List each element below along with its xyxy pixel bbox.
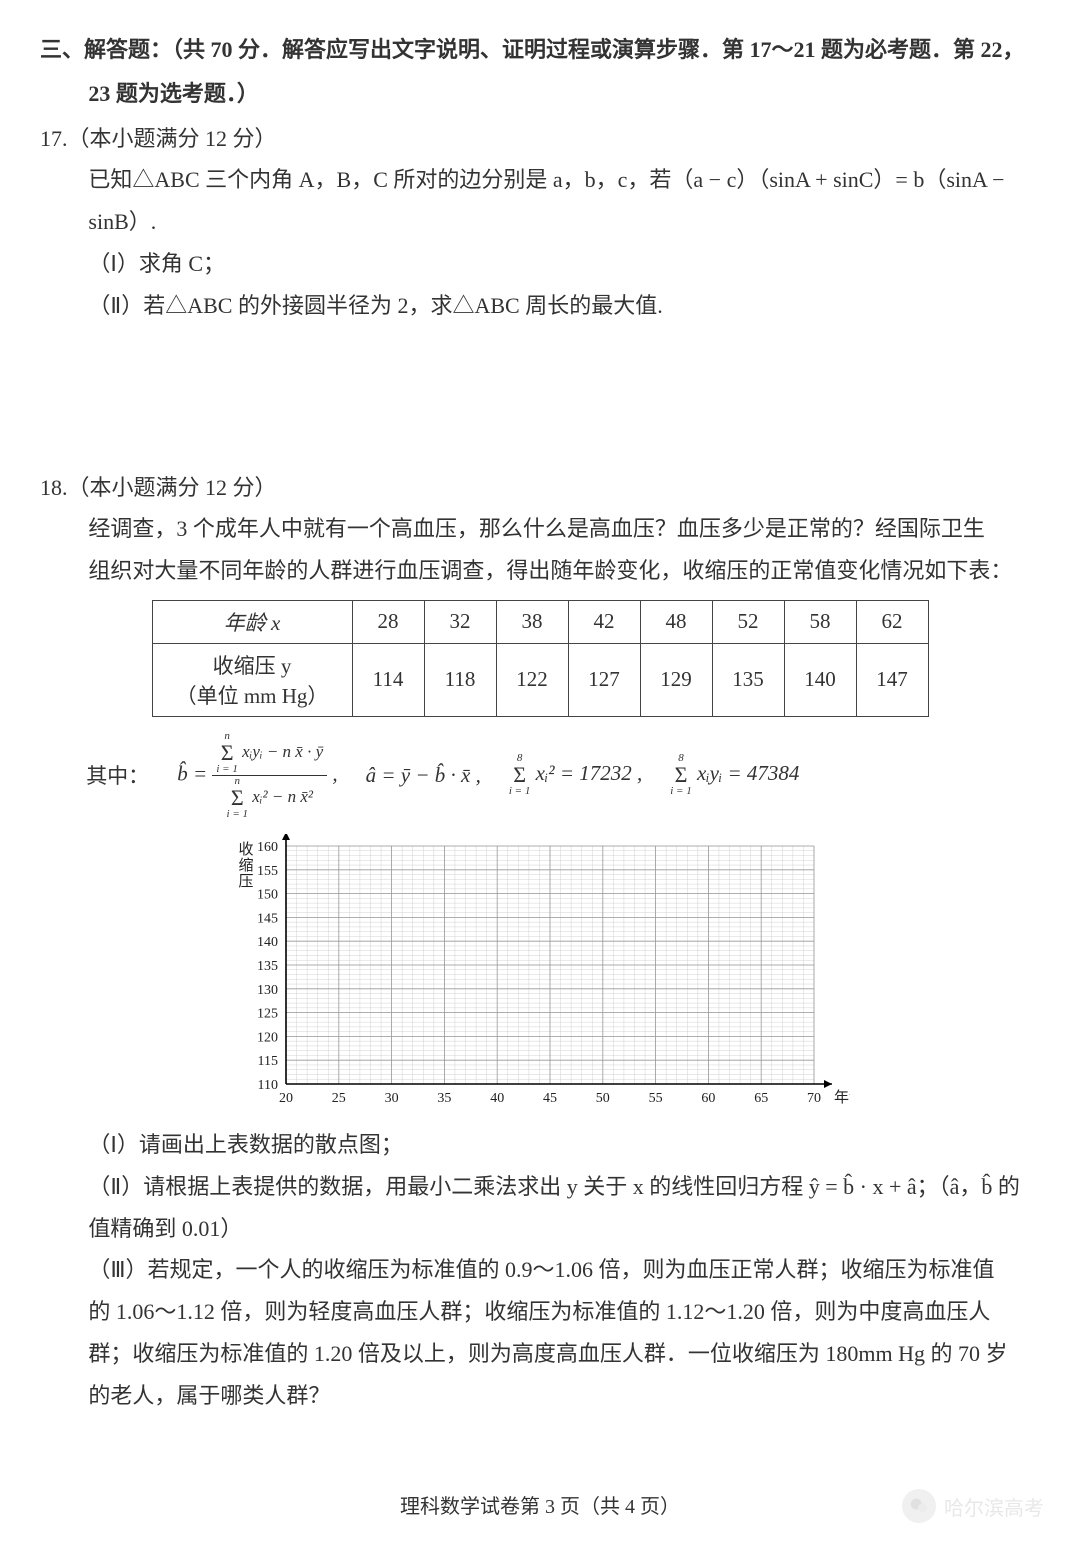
cell: 28 xyxy=(352,600,424,643)
svg-text:150: 150 xyxy=(257,888,278,903)
cell: 42 xyxy=(568,600,640,643)
bhat: b̂ = nΣi = 1 xᵢyᵢ − n x̄ · ȳ nΣi = 1 xᵢ²… xyxy=(177,731,337,820)
cell: 62 xyxy=(856,600,928,643)
q18-p3b: 值精确到 0.01） xyxy=(40,1208,1040,1250)
q17-number: 17.（本小题满分 12 分） xyxy=(40,118,1040,160)
row1-label: 年龄 x xyxy=(152,600,352,643)
q18-table: 年龄 x 28 32 38 42 48 52 58 62 收缩压 y （单位 m… xyxy=(152,600,929,717)
formula-prefix: 其中： xyxy=(86,760,149,790)
wechat-icon xyxy=(902,1489,936,1523)
q18-chart: 20 25 30 35 40 45 50 55 60 65 70 110 115 120 125 130 135… xyxy=(40,834,1040,1114)
svg-text:145: 145 xyxy=(257,911,278,926)
table-row: 年龄 x 28 32 38 42 48 52 58 62 xyxy=(152,600,928,643)
cell: 118 xyxy=(424,643,496,716)
svg-text:年龄: 年龄 xyxy=(834,1089,850,1106)
q18-p4c: 群；收缩压为标准值的 1.20 倍及以上，则为高度高血压人群．一位收缩压为 18… xyxy=(40,1333,1040,1375)
svg-text:缩: 缩 xyxy=(238,857,253,874)
cell: 127 xyxy=(568,643,640,716)
q18-number: 18.（本小题满分 12 分） xyxy=(40,467,1040,509)
svg-text:130: 130 xyxy=(257,983,278,998)
svg-text:155: 155 xyxy=(257,864,278,879)
section-header-line1: 三、解答题：（共 70 分．解答应写出文字说明、证明过程或演算步骤．第 17～2… xyxy=(40,30,1040,70)
cell: 38 xyxy=(496,600,568,643)
cell: 48 xyxy=(640,600,712,643)
table-row: 收缩压 y （单位 mm Hg） 114 118 122 127 129 135… xyxy=(152,643,928,716)
svg-text:65: 65 xyxy=(754,1091,768,1106)
q17-p1: 已知△ABC 三个内角 A，B，C 所对的边分别是 a，b，c，若（a − c）… xyxy=(40,159,1040,243)
svg-text:70: 70 xyxy=(807,1091,821,1106)
cell: 140 xyxy=(784,643,856,716)
svg-text:140: 140 xyxy=(257,935,278,950)
section-header-line2: 23 题为选考题．） xyxy=(40,76,1040,108)
cell: 147 xyxy=(856,643,928,716)
q18-p4: （Ⅲ）若规定，一个人的收缩压为标准值的 0.9～1.06 倍，则为血压正常人群；… xyxy=(40,1249,1040,1291)
svg-text:20: 20 xyxy=(279,1091,293,1106)
svg-text:35: 35 xyxy=(437,1091,451,1106)
svg-text:55: 55 xyxy=(649,1091,663,1106)
cell: 52 xyxy=(712,600,784,643)
q18-p4d: 的老人，属于哪类人群？ xyxy=(40,1375,1040,1417)
sum-xy: 8Σi = 1 xᵢyᵢ = 47384 xyxy=(670,753,799,797)
cell: 32 xyxy=(424,600,496,643)
svg-text:50: 50 xyxy=(596,1091,610,1106)
svg-text:160: 160 xyxy=(257,840,278,855)
cell: 114 xyxy=(352,643,424,716)
q18-p1b: 组织对大量不同年龄的人群进行血压调查，得出随年龄变化，收缩压的正常值变化情况如下… xyxy=(40,550,1040,592)
watermark-text: 哈尔滨高考 xyxy=(944,1492,1044,1521)
q18-p2: （Ⅰ）请画出上表数据的散点图； xyxy=(40,1124,1040,1166)
q18-p1: 经调查，3 个成年人中就有一个高血压，那么什么是高血压？血压多少是正常的？经国际… xyxy=(40,508,1040,550)
cell: 129 xyxy=(640,643,712,716)
q17-p2: （Ⅰ）求角 C； xyxy=(40,243,1040,285)
svg-text:110: 110 xyxy=(258,1078,278,1093)
sum-x2: 8Σi = 1 xᵢ² = 17232 , xyxy=(509,753,642,797)
svg-text:45: 45 xyxy=(543,1091,557,1106)
row2-label: 收缩压 y （单位 mm Hg） xyxy=(152,643,352,716)
watermark: 哈尔滨高考 xyxy=(902,1489,1044,1523)
svg-text:25: 25 xyxy=(332,1091,346,1106)
q18-formula-row: 其中： b̂ = nΣi = 1 xᵢyᵢ − n x̄ · ȳ nΣi = 1… xyxy=(40,731,1040,820)
svg-text:压: 压 xyxy=(238,873,253,890)
q17-p3: （Ⅱ）若△ABC 的外接圆半径为 2，求△ABC 周长的最大值. xyxy=(40,285,1040,327)
svg-text:60: 60 xyxy=(701,1091,715,1106)
q18-p4b: 的 1.06～1.12 倍，则为轻度高血压人群；收缩压为标准值的 1.12～1.… xyxy=(40,1291,1040,1333)
spacer xyxy=(40,327,1040,467)
svg-text:125: 125 xyxy=(257,1007,278,1022)
q18-p3: （Ⅱ）请根据上表提供的数据，用最小二乘法求出 y 关于 x 的线性回归方程 ŷ … xyxy=(40,1166,1040,1208)
cell: 122 xyxy=(496,643,568,716)
scatter-grid-svg: 20 25 30 35 40 45 50 55 60 65 70 110 115 120 125 130 135… xyxy=(230,834,850,1114)
svg-text:40: 40 xyxy=(490,1091,504,1106)
ahat: â = ȳ − b̂ · x̄ , xyxy=(366,763,481,788)
cell: 58 xyxy=(784,600,856,643)
cell: 135 xyxy=(712,643,784,716)
svg-text:135: 135 xyxy=(257,959,278,974)
svg-text:120: 120 xyxy=(257,1030,278,1045)
svg-text:115: 115 xyxy=(258,1054,278,1069)
svg-text:30: 30 xyxy=(385,1091,399,1106)
svg-text:收: 收 xyxy=(238,841,253,858)
